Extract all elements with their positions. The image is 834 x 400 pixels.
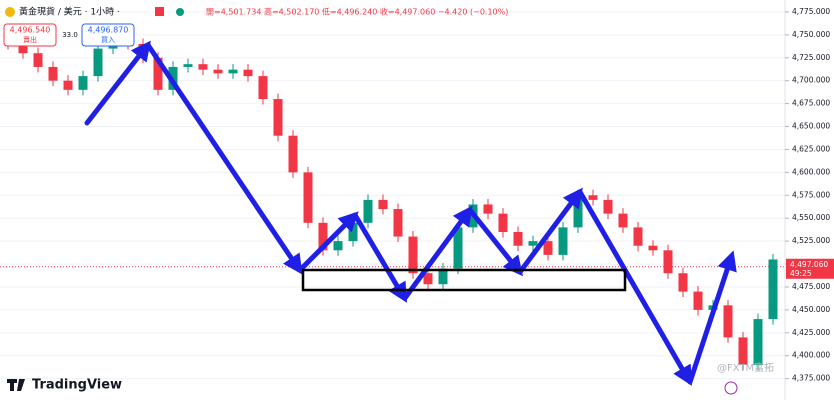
candle-body [18,44,28,54]
arrow [297,211,359,273]
arrow [402,205,473,301]
candle-body [723,305,733,338]
candle-body [738,337,748,365]
candle-body [183,64,193,67]
axis-bg [786,0,834,400]
candle-body [333,241,343,251]
candle-body [663,250,673,274]
candle-body [573,195,583,228]
candle-body [198,64,208,70]
y-tick-label: 4,475.000 [792,282,830,291]
brand: TradingView [32,378,122,393]
candle-body [33,53,43,67]
candle-body [408,236,418,274]
arrow [517,187,583,275]
y-tick-label: 4,450.000 [792,305,830,314]
candle-body [603,199,613,214]
lightning-icon[interactable] [724,381,738,395]
candle-body [303,172,313,223]
candle-body [213,69,223,74]
arrow [577,189,693,386]
y-tick-label: 4,550.000 [792,213,830,222]
candle-body [648,245,658,251]
candle-body [363,199,373,223]
candle-body [153,57,163,90]
y-tick-label: 4,775.000 [792,7,830,16]
candle-body [228,69,238,74]
annotations [84,40,737,386]
candle-body [633,227,643,246]
candle-body [513,231,523,246]
last-price-label: 4,497.060 [790,260,828,269]
candle-body [753,319,763,365]
candle-body [78,76,88,90]
brand-logo [7,379,25,391]
candle-body [93,48,103,77]
candle-body [558,227,568,255]
buy-button[interactable] [81,23,135,47]
y-tick-label: 4,700.000 [792,76,830,85]
candle-body [63,80,73,90]
candle-body [288,135,298,173]
countdown: 49:25 [790,269,812,278]
candle-body [618,213,628,228]
y-tick-label: 4,375.000 [792,374,830,383]
y-tick-label: 4,625.000 [792,144,830,153]
candle-body [378,199,388,210]
arrow [84,40,151,126]
watermark: @FXTM富拓 [717,361,774,374]
candle-body [483,204,493,214]
ohlc: 開=4,501.734 高=4,502.170 低=4,496.240 收=4,… [206,7,508,17]
candle-body [678,273,688,292]
y-tick-label: 4,750.000 [792,30,830,39]
candle-body [453,227,463,269]
flag-icon [155,7,164,16]
symbol-icon [5,7,15,17]
candle-body [693,291,703,310]
spread: 33.0 [62,31,78,39]
y-tick-label: 4,525.000 [792,236,830,245]
arrow [145,42,303,275]
candle-body [423,273,433,285]
candle-body [348,222,358,242]
y-tick-label: 4,425.000 [792,328,830,337]
last-price-tag [786,258,834,279]
y-tick-label: 4,600.000 [792,167,830,176]
arrow [352,212,408,303]
candle-body [588,195,598,200]
y-tick-label: 4,575.000 [792,190,830,199]
candle-body [768,259,778,320]
y-tick-label: 4,675.000 [792,99,830,108]
candle-body [393,209,403,237]
y-tick-label: 4,400.000 [792,351,830,360]
buy-price: 4,496.870 [88,26,129,35]
sell-label: 賣出 [23,35,37,44]
sell-price: 4,496.540 [10,26,51,35]
y-tick-label: 4,725.000 [792,53,830,62]
sell-button[interactable] [3,23,57,47]
candle-body [258,76,268,100]
candle-body [243,69,253,77]
candle-body [528,241,538,246]
range-box [301,268,627,292]
arrow [687,250,737,385]
arrow [467,207,523,277]
candle-body [543,241,553,255]
y-tick-label: 4,650.000 [792,122,830,131]
symbol: 黃金現貨 / 美元 · 1小時 · [19,6,120,18]
candle-body [498,213,508,232]
candle-body [273,99,283,136]
status-icon [176,8,184,16]
candle-body [438,268,448,285]
buy-label: 買入 [101,36,115,44]
candle-body [48,66,58,81]
candle-body [318,222,328,251]
